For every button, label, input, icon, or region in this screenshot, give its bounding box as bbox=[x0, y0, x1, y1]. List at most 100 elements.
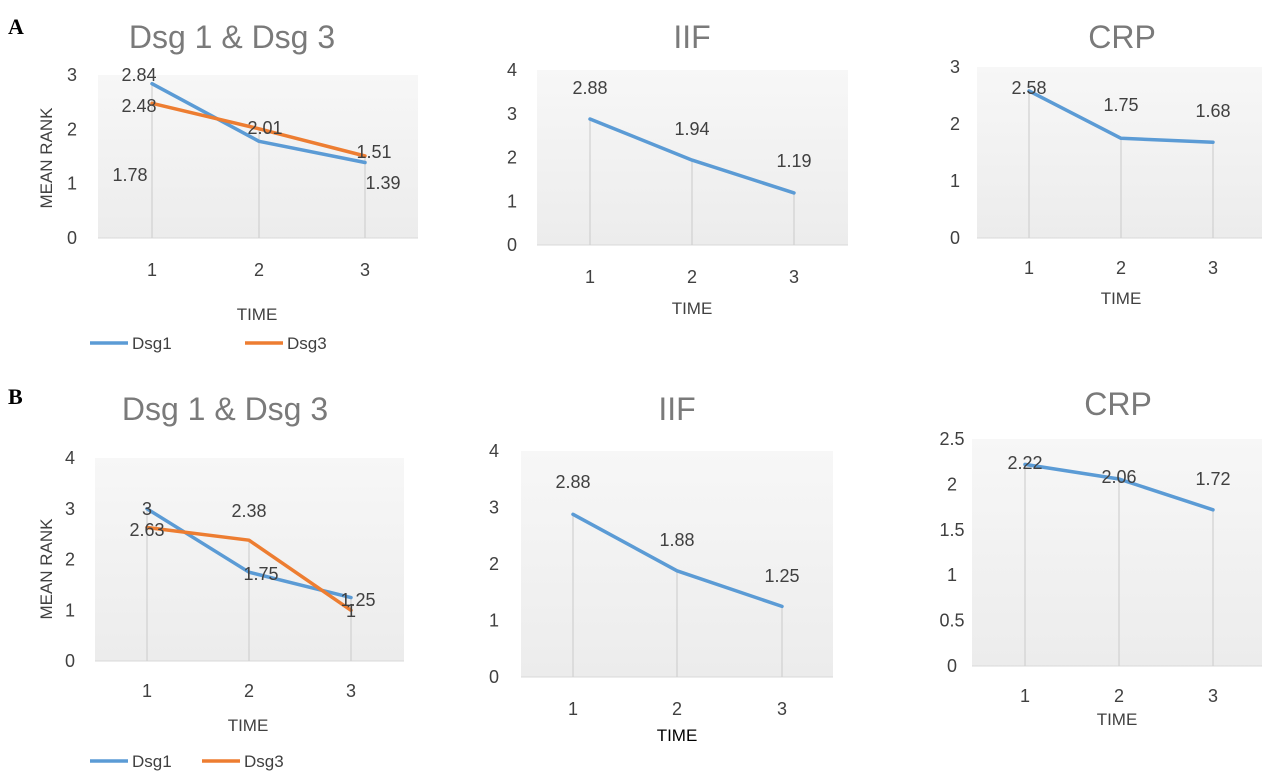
plot-area bbox=[977, 67, 1262, 238]
y-tick-label: 3 bbox=[950, 57, 960, 77]
y-tick-label: 1 bbox=[950, 171, 960, 191]
y-tick-label: 0 bbox=[947, 656, 957, 676]
y-axis-title: MEAN RANK bbox=[37, 518, 56, 620]
data-label: 2.06 bbox=[1101, 467, 1136, 487]
series-line-dsg3 bbox=[145, 525, 353, 613]
y-tick-label: 1 bbox=[507, 191, 517, 211]
data-label: 1.78 bbox=[112, 165, 147, 185]
x-tick-label: 1 bbox=[568, 699, 578, 719]
data-label: 2.84 bbox=[121, 65, 156, 85]
y-tick-label: 0 bbox=[67, 228, 77, 248]
y-tick-label: 3 bbox=[507, 104, 517, 124]
data-label: 2.58 bbox=[1011, 78, 1046, 98]
data-label: 2.48 bbox=[121, 96, 156, 116]
y-tick-label: 4 bbox=[507, 60, 517, 80]
y-tick-label: 2.5 bbox=[939, 429, 964, 449]
chart-title: Dsg 1 & Dsg 3 bbox=[122, 391, 328, 427]
x-tick-label: 3 bbox=[777, 699, 787, 719]
data-label: 2.63 bbox=[129, 520, 164, 540]
chart-title: CRP bbox=[1088, 19, 1156, 55]
x-axis-title: TIME bbox=[228, 716, 269, 735]
y-tick-label: 1 bbox=[65, 600, 75, 620]
series-line-dsg3 bbox=[150, 101, 367, 158]
plot-area bbox=[972, 439, 1262, 666]
chart-4: Dsg 1 & Dsg 3 0 1 2 3 4 1 2 3 TIME MEAN RANK 3 1.75 1… bbox=[37, 391, 404, 771]
y-tick-label: 3 bbox=[489, 498, 499, 518]
y-tick-label: 1.5 bbox=[939, 520, 964, 540]
y-tick-label: 0 bbox=[507, 235, 517, 255]
x-tick-label: 2 bbox=[254, 260, 264, 280]
charts: Dsg 1 & Dsg 3 0 1 2 3 1 2 3 TIME MEAN RANK 2.84 1.7… bbox=[37, 19, 1262, 771]
y-tick-label: 3 bbox=[65, 499, 75, 519]
x-tick-label: 1 bbox=[1024, 258, 1034, 278]
data-label: 1.75 bbox=[243, 564, 278, 584]
series-line-value bbox=[1027, 89, 1215, 144]
y-tick-label: 1 bbox=[489, 611, 499, 631]
y-tick-label: 2 bbox=[507, 148, 517, 168]
data-label: 3 bbox=[142, 499, 152, 519]
x-tick-label: 2 bbox=[1116, 258, 1126, 278]
chart-title: Dsg 1 & Dsg 3 bbox=[129, 19, 335, 55]
x-tick-label: 2 bbox=[672, 699, 682, 719]
y-tick-label: 4 bbox=[489, 441, 499, 461]
data-label: 1.88 bbox=[659, 530, 694, 550]
chart-5: IIF 0 1 2 3 4 1 2 3 TIME 2.88 1.88 1.25 bbox=[489, 391, 833, 745]
chart-2: IIF 0 1 2 3 4 1 2 3 TIME 2.88 1.94 1.19 bbox=[507, 19, 848, 318]
data-label: 2.38 bbox=[231, 501, 266, 521]
data-label: 1.94 bbox=[674, 119, 709, 139]
y-tick-label: 0.5 bbox=[939, 611, 964, 631]
legend-label: Dsg3 bbox=[287, 334, 327, 353]
data-label: 1 bbox=[346, 601, 356, 621]
y-tick-label: 0 bbox=[65, 651, 75, 671]
data-label: 1.25 bbox=[764, 566, 799, 586]
chart-3: CRP 0 1 2 3 1 2 3 TIME 2.58 1.75 1.68 bbox=[950, 19, 1262, 308]
x-tick-label: 2 bbox=[244, 681, 254, 701]
x-tick-label: 1 bbox=[585, 267, 595, 287]
chart-title: IIF bbox=[673, 19, 710, 55]
y-tick-label: 3 bbox=[67, 65, 77, 85]
x-axis-title: TIME bbox=[237, 305, 278, 324]
data-label: 1.68 bbox=[1195, 101, 1230, 121]
x-axis-title: TIME bbox=[1097, 710, 1138, 729]
panel-letter-b: B bbox=[8, 384, 23, 409]
x-tick-label: 3 bbox=[360, 260, 370, 280]
data-label: 1.72 bbox=[1195, 469, 1230, 489]
y-tick-label: 1 bbox=[947, 565, 957, 585]
x-axis-title: TIME bbox=[672, 299, 713, 318]
data-label: 1.75 bbox=[1103, 95, 1138, 115]
data-label: 2.88 bbox=[555, 472, 590, 492]
x-tick-label: 3 bbox=[346, 681, 356, 701]
x-axis-title: TIME bbox=[657, 726, 698, 745]
series-line-dsg1 bbox=[150, 81, 367, 165]
y-tick-label: 1 bbox=[67, 174, 77, 194]
chart-title: IIF bbox=[658, 391, 695, 427]
legend: Dsg1 Dsg3 bbox=[90, 752, 284, 771]
y-tick-label: 0 bbox=[950, 228, 960, 248]
data-label: 2.22 bbox=[1007, 453, 1042, 473]
chart-1: Dsg 1 & Dsg 3 0 1 2 3 1 2 3 TIME MEAN RANK 2.84 1.7… bbox=[37, 19, 418, 353]
y-tick-label: 2 bbox=[67, 119, 77, 139]
x-tick-label: 1 bbox=[147, 260, 157, 280]
series-line-value bbox=[588, 117, 796, 195]
x-tick-label: 3 bbox=[1208, 258, 1218, 278]
y-tick-label: 4 bbox=[65, 448, 75, 468]
x-tick-label: 2 bbox=[1114, 686, 1124, 706]
x-axis-title: TIME bbox=[1101, 289, 1142, 308]
x-tick-label: 2 bbox=[687, 267, 697, 287]
panel-letter-a: A bbox=[8, 14, 24, 39]
x-tick-label: 1 bbox=[142, 681, 152, 701]
y-tick-label: 2 bbox=[65, 550, 75, 570]
data-label: 2.01 bbox=[247, 118, 282, 138]
x-tick-label: 1 bbox=[1020, 686, 1030, 706]
y-tick-label: 2 bbox=[489, 554, 499, 574]
data-label: 1.19 bbox=[776, 151, 811, 171]
y-axis-title: MEAN RANK bbox=[37, 107, 56, 209]
y-tick-label: 2 bbox=[947, 474, 957, 494]
legend-label: Dsg3 bbox=[244, 752, 284, 771]
data-label: 1.25 bbox=[340, 590, 375, 610]
series-line-dsg1 bbox=[145, 507, 353, 600]
series-line-value bbox=[571, 512, 784, 609]
chart-title: CRP bbox=[1084, 386, 1152, 422]
x-tick-label: 3 bbox=[789, 267, 799, 287]
